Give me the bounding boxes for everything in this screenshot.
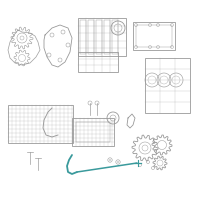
- Bar: [78, 18, 126, 56]
- Bar: [136, 25, 172, 47]
- Bar: [88, 20, 94, 54]
- Bar: [8, 105, 73, 143]
- Bar: [96, 20, 102, 54]
- Bar: [80, 20, 86, 54]
- Bar: [133, 22, 175, 50]
- Bar: [112, 20, 118, 54]
- Bar: [145, 58, 190, 113]
- Bar: [76, 122, 110, 142]
- Bar: [72, 118, 114, 146]
- Bar: [104, 20, 110, 54]
- Bar: [78, 52, 118, 72]
